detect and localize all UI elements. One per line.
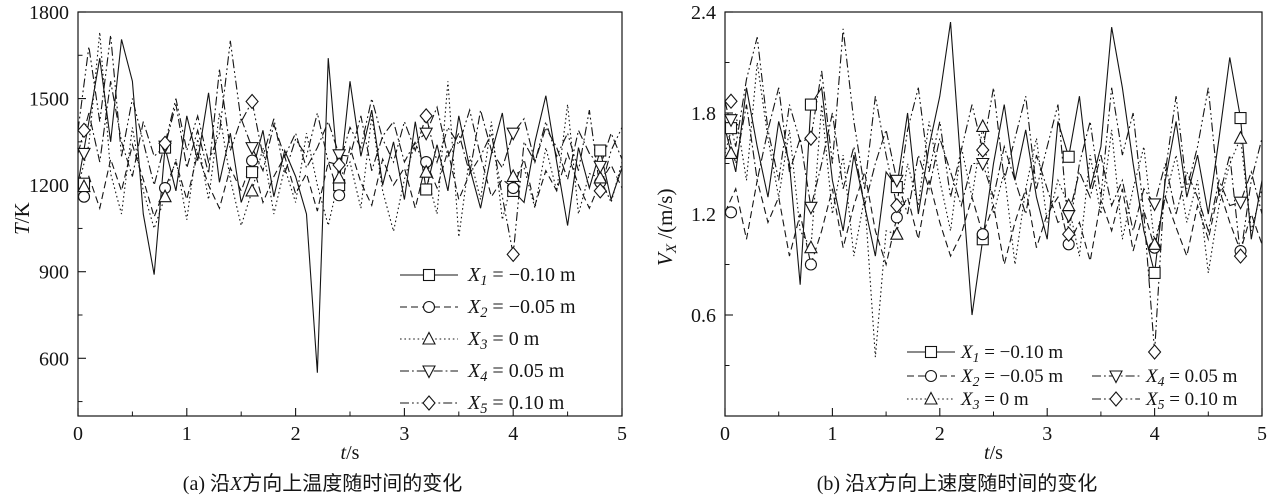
svg-text:X4 = 0.05 m: X4 = 0.05 m [1145,366,1238,389]
svg-text:3: 3 [1042,423,1052,445]
svg-text:600: 600 [39,348,69,370]
caption-a-pre: (a) 沿 [182,473,230,495]
x-axis-unit-a: /s [346,442,360,464]
temperature-chart: 0 1 2 3 4 5 600 900 1200 1500 1800 X1 = −0.10 m X2 =… [29,2,627,445]
y-axis-var-a: T [10,223,34,235]
svg-text:1: 1 [182,423,192,445]
svg-text:X2 = −0.05 m: X2 = −0.05 m [960,366,1063,389]
svg-text:1: 1 [827,423,837,445]
caption-panel-a: (a) 沿X方向上温度随时间的变化 [0,467,645,496]
y-axis-label-temperature: T/K [10,202,38,235]
velocity-chart: 0 1 2 3 4 5 0.6 1.2 1.8 2.4 X1 = −0.10 mX2 = −0.05… [691,2,1267,445]
svg-text:X2 = −0.05 m: X2 = −0.05 m [467,296,576,321]
svg-text:X1 = −0.10 m: X1 = −0.10 m [960,342,1063,365]
caption-a-post: 方向上温度随时间的变化 [242,473,463,495]
svg-text:5: 5 [1257,423,1267,445]
caption-b-var: X [865,473,878,495]
svg-text:900: 900 [39,262,69,284]
svg-text:X5 = 0.10 m: X5 = 0.10 m [467,392,565,417]
x-axis-label-time-a: t/s [78,442,622,465]
svg-text:3: 3 [399,423,409,445]
svg-text:X5 = 0.10 m: X5 = 0.10 m [1145,389,1238,412]
svg-text:2: 2 [935,423,945,445]
y-axis-unit-a: /K [10,202,34,224]
svg-text:4: 4 [508,423,518,445]
x-axis-unit-b: /s [989,442,1003,464]
svg-text:1500: 1500 [29,89,69,111]
svg-text:X1 = −0.10 m: X1 = −0.10 m [467,264,576,289]
y-axis-unit-b: /(m/s) [653,188,677,244]
caption-a-var: X [229,473,243,495]
y-axis-var-b: V [653,253,677,266]
svg-text:2: 2 [291,423,301,445]
svg-text:X3 = 0 m: X3 = 0 m [960,389,1029,412]
svg-text:2.4: 2.4 [691,2,716,24]
svg-text:5: 5 [617,423,627,445]
svg-text:X3 = 0 m: X3 = 0 m [467,328,540,353]
svg-text:0: 0 [73,423,83,445]
x-axis-var-a: t [340,442,347,464]
svg-text:1.8: 1.8 [691,103,716,125]
svg-text:4: 4 [1150,423,1160,445]
caption-b-post: 方向上速度随时间的变化 [877,473,1098,495]
svg-text:0: 0 [720,423,730,445]
x-axis-var-b: t [984,442,990,464]
svg-text:1800: 1800 [29,2,69,24]
x-axis-label-time-b: t/s [725,442,1262,465]
y-axis-label-velocity: VX /(m/s) [653,189,681,266]
caption-panel-b: (b) 沿X方向上速度随时间的变化 [645,467,1269,496]
y-axis-sub-b: X [664,243,681,254]
svg-text:0.6: 0.6 [691,305,716,327]
svg-text:1.2: 1.2 [691,204,716,226]
caption-b-pre: (b) 沿 [816,473,866,495]
svg-text:X4 = 0.05 m: X4 = 0.05 m [467,360,565,385]
svg-text:1200: 1200 [29,175,69,197]
